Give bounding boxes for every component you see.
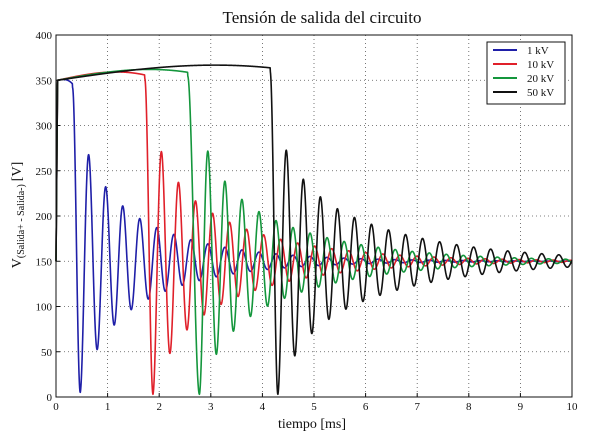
x-tick-label: 2 xyxy=(156,401,162,413)
legend-label: 10 kV xyxy=(527,59,554,71)
legend-label: 50 kV xyxy=(527,87,554,99)
x-tick-label: 0 xyxy=(53,401,59,413)
x-tick-label: 5 xyxy=(311,401,317,413)
legend-box xyxy=(486,41,566,105)
series-line-2 xyxy=(55,71,573,396)
y-tick-label: 0 xyxy=(47,392,53,404)
chart-title: Tensión de salida del circuito xyxy=(223,8,422,27)
y-tick-label: 150 xyxy=(36,256,53,268)
x-tick-label: 10 xyxy=(567,401,579,413)
y-tick-label: 50 xyxy=(41,347,53,359)
legend: 1 kV 10 kV 20 kV 50 kV xyxy=(486,41,566,105)
y-axis-label-subscript: (Salida+ - Salida-) xyxy=(16,184,27,258)
x-tick-label: 6 xyxy=(363,401,369,413)
y-tick-label: 350 xyxy=(36,75,53,87)
y-axis-label-main: V xyxy=(10,258,25,268)
y-tick-label: 100 xyxy=(36,302,53,314)
legend-label: 1 kV xyxy=(527,45,549,57)
y-ticks: 0 50 100 150 200 250 300 350 400 xyxy=(36,30,60,404)
x-tick-label: 9 xyxy=(518,401,524,413)
x-ticks: 0 1 2 3 4 5 6 7 8 9 10 xyxy=(53,393,578,413)
y-tick-label: 200 xyxy=(36,211,53,223)
x-tick-label: 3 xyxy=(208,401,214,413)
series-line-4 xyxy=(55,64,573,396)
y-axis-label: V(Salida+ - Salida-) [V] xyxy=(10,162,27,269)
x-axis-label: tiempo [ms] xyxy=(278,417,346,432)
y-tick-label: 400 xyxy=(36,30,53,42)
x-tick-label: 4 xyxy=(260,401,266,413)
legend-label: 20 kV xyxy=(527,73,554,85)
y-tick-label: 300 xyxy=(36,121,53,133)
x-tick-label: 7 xyxy=(414,401,420,413)
y-tick-label: 250 xyxy=(36,166,53,178)
y-axis-label-unit: [V] xyxy=(10,162,25,181)
x-tick-label: 1 xyxy=(105,401,111,413)
series-layer xyxy=(55,64,573,396)
x-tick-label: 8 xyxy=(466,401,472,413)
